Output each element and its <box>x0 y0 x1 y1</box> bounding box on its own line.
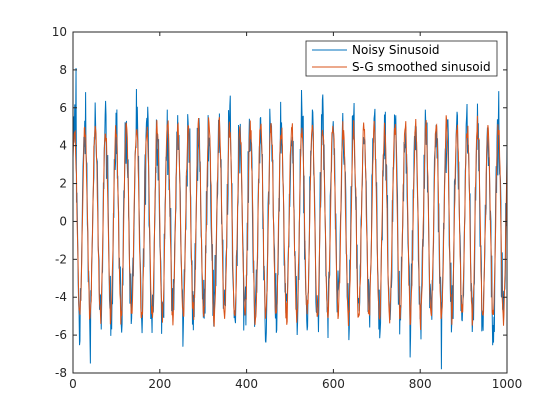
y-tick-label: 2 <box>59 177 67 191</box>
legend-box <box>305 40 498 77</box>
x-tick-label: 800 <box>409 377 432 391</box>
x-tick-label: 200 <box>148 377 171 391</box>
y-tick-label: -4 <box>55 290 67 304</box>
y-tick-label: 0 <box>59 214 67 228</box>
plot-frame <box>72 31 508 374</box>
y-tick-label: 10 <box>52 25 67 39</box>
y-tick-label: 4 <box>59 139 67 153</box>
x-tick-label: 0 <box>69 377 77 391</box>
x-tick-label: 600 <box>322 377 345 391</box>
legend-label-noisy-sinusoid: Noisy Sinusoid <box>352 43 440 57</box>
x-tick-label: 400 <box>235 377 258 391</box>
legend: Noisy Sinusoid S-G smoothed sinusoid <box>305 40 498 77</box>
legend-label-sg-smoothed-sinusoid: S-G smoothed sinusoid <box>352 60 491 74</box>
y-tick-label: -2 <box>55 252 67 266</box>
y-tick-label: 6 <box>59 101 67 115</box>
series-line-sg-smoothed-sinusoid <box>72 115 508 330</box>
series-layer <box>72 67 508 370</box>
x-tick-label: 1000 <box>492 377 523 391</box>
y-tick-label: -8 <box>55 366 67 380</box>
y-tick-label: 8 <box>59 63 67 77</box>
y-tick-label: -6 <box>55 328 67 342</box>
ticks-layer: 0 200 400 600 800 1000 -8 -6 -4 -2 0 2 4 6 8 10 <box>52 25 523 391</box>
